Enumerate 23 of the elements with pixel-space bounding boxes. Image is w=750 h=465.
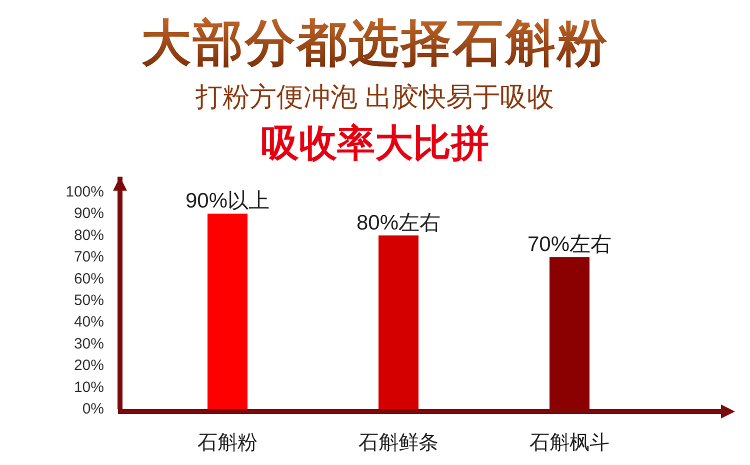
y-tick-label: 70% <box>74 248 104 266</box>
y-tick-label: 90% <box>74 205 104 222</box>
y-tick-label: 80% <box>74 226 104 244</box>
y-tick-label: 10% <box>74 378 104 396</box>
bar <box>378 235 418 409</box>
y-tick-label: 100% <box>66 184 104 200</box>
y-tick-label: 30% <box>74 335 104 352</box>
y-tick-label: 60% <box>74 270 104 288</box>
y-tick-label: 40% <box>74 314 104 331</box>
data-label: 80%左右 <box>356 211 441 234</box>
x-tick-label: 石斛粉 <box>198 432 258 454</box>
text: 吸收率大比拼 <box>261 122 489 165</box>
bar <box>550 257 590 409</box>
data-label: 90%以上 <box>185 190 270 213</box>
data-label: 70%左右 <box>527 233 612 256</box>
x-tick-label: 石斛鲜条 <box>358 432 438 454</box>
x-tick-label: 石斛枫斗 <box>530 432 610 454</box>
chart-title: 大部分都选择石斛粉 <box>141 15 609 71</box>
chart-subtitle: 打粉方便冲泡 出胶快易于吸收 <box>194 82 554 112</box>
bar <box>208 214 248 409</box>
y-tick-label: 0% <box>82 400 104 418</box>
y-tick-label: 50% <box>74 292 104 309</box>
y-tick-label: 20% <box>74 357 104 374</box>
